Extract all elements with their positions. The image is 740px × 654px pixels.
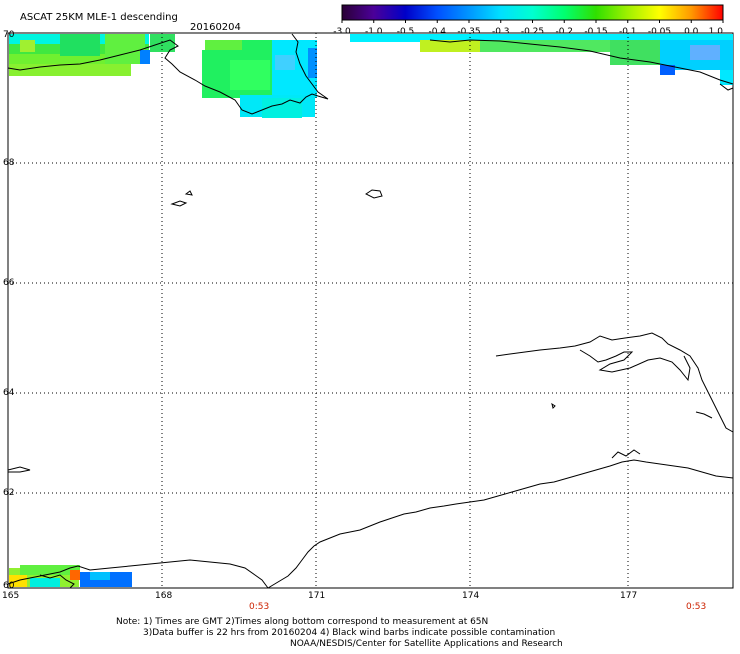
lat-label: 60 (3, 581, 15, 591)
colorbar-tick-label: -0.5 (397, 27, 415, 37)
note-line-2: 3)Data buffer is 22 hrs from 20160204 4)… (143, 628, 555, 638)
note-line-1: Note: 1) Times are GMT 2)Times along bot… (116, 617, 488, 627)
colorbar-tick-label: -1.0 (365, 27, 383, 37)
colorbar-tick-label: -0.35 (457, 27, 480, 37)
map-frame (7, 32, 734, 589)
colorbar-tick-label: -0.05 (648, 27, 671, 37)
colorbar-tick-label: -0.4 (428, 27, 446, 37)
coastlines (7, 33, 734, 589)
colorbar-tick-label: -0.3 (492, 27, 510, 37)
colorbar: -3.0 -1.0 -0.5 -0.4 -0.35 -0.3 -0.25 -0.2 -0.15 -… (333, 4, 724, 37)
colorbar-gradient (341, 4, 724, 21)
swath-top-left (9, 34, 175, 76)
colorbar-tick-label: 1.0 (709, 27, 724, 37)
swath-bottom-left (9, 565, 132, 587)
colorbar-tick-label: -0.2 (555, 27, 573, 37)
lat-label: 62 (3, 488, 14, 498)
latitude-labels: 70 68 66 64 62 60 (3, 30, 15, 591)
lat-label: 70 (3, 30, 15, 40)
lon-label: 168 (155, 591, 172, 601)
lat-label: 68 (3, 158, 15, 168)
colorbar-tick-label: -0.1 (619, 27, 637, 37)
colorbar-tick-label: 0.0 (684, 27, 699, 37)
lon-label: 165 (2, 591, 19, 601)
lon-label: 171 (308, 591, 325, 601)
lat-label: 64 (3, 388, 15, 398)
colorbar-tick-label: -0.25 (521, 27, 544, 37)
map-date: 20160204 (190, 22, 241, 33)
lat-label: 66 (3, 278, 15, 288)
lon-label: 177 (620, 591, 637, 601)
time-label-right: 0:53 (686, 602, 706, 612)
colorbar-tick-label: -3.0 (333, 27, 351, 37)
lon-label: 174 (462, 591, 479, 601)
colorbar-tick-label: -0.15 (584, 27, 607, 37)
time-label-left: 0:53 (249, 602, 269, 612)
note-line-3: NOAA/NESDIS/Center for Satellite Applica… (290, 639, 563, 649)
graticule (8, 33, 733, 588)
longitude-labels: 165 168 171 174 177 (2, 591, 637, 601)
map-title: ASCAT 25KM MLE-1 descending (20, 12, 178, 23)
